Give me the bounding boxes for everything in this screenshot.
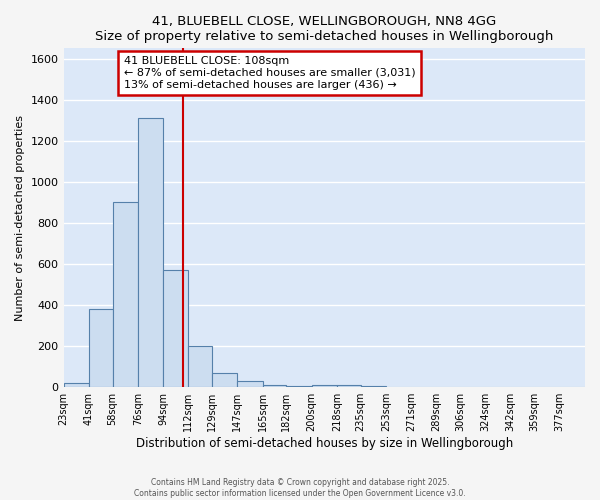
Y-axis label: Number of semi-detached properties: Number of semi-detached properties bbox=[15, 115, 25, 321]
Bar bbox=[337, 385, 361, 387]
Bar bbox=[163, 270, 188, 387]
Bar bbox=[286, 386, 311, 387]
Bar bbox=[238, 381, 263, 387]
Text: Contains HM Land Registry data © Crown copyright and database right 2025.
Contai: Contains HM Land Registry data © Crown c… bbox=[134, 478, 466, 498]
Bar bbox=[89, 309, 113, 387]
X-axis label: Distribution of semi-detached houses by size in Wellingborough: Distribution of semi-detached houses by … bbox=[136, 437, 513, 450]
Bar bbox=[311, 385, 337, 387]
Bar bbox=[263, 385, 286, 387]
Bar bbox=[138, 118, 163, 387]
Bar bbox=[212, 373, 238, 387]
Bar bbox=[64, 383, 89, 387]
Bar bbox=[188, 346, 212, 387]
Title: 41, BLUEBELL CLOSE, WELLINGBOROUGH, NN8 4GG
Size of property relative to semi-de: 41, BLUEBELL CLOSE, WELLINGBOROUGH, NN8 … bbox=[95, 15, 553, 43]
Bar bbox=[113, 202, 138, 387]
Text: 41 BLUEBELL CLOSE: 108sqm
← 87% of semi-detached houses are smaller (3,031)
13% : 41 BLUEBELL CLOSE: 108sqm ← 87% of semi-… bbox=[124, 56, 415, 90]
Bar bbox=[361, 386, 386, 387]
